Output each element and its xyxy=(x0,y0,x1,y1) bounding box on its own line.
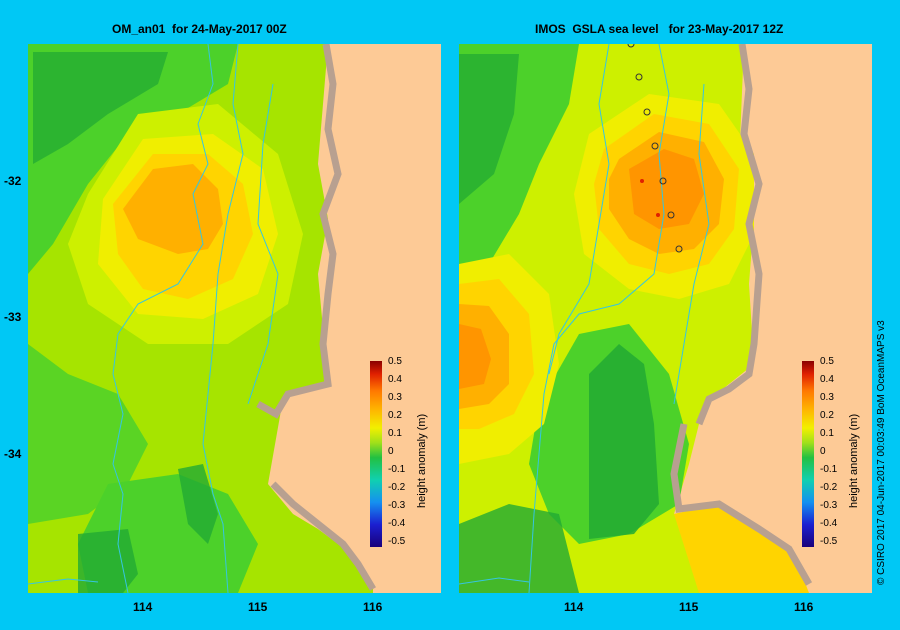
left-panel-title: OM_an01 for 24-May-2017 00Z xyxy=(112,22,287,36)
lon-tick-116-right: 116 xyxy=(794,600,814,614)
colorbar-label: 0.2 xyxy=(820,410,834,421)
colorbar-label: 0.3 xyxy=(388,392,402,403)
contour-green-dark-south xyxy=(589,344,659,539)
isobath-shelf xyxy=(112,44,214,593)
colorbar-label: 0.5 xyxy=(388,356,402,367)
coast-strip xyxy=(695,44,763,426)
colorbar-label: 0.4 xyxy=(388,374,402,385)
coast-strip-south xyxy=(270,481,377,591)
isobath-deep xyxy=(202,44,244,593)
colorbar-label: -0.3 xyxy=(820,500,838,511)
isobath-inner xyxy=(247,83,279,405)
contour-orange-dark-west xyxy=(459,324,491,389)
colorbar-label: 0.4 xyxy=(820,374,834,385)
isobath-inner xyxy=(673,83,710,405)
colorbar-label: -0.3 xyxy=(388,500,406,511)
colorbar-label: -0.1 xyxy=(820,464,838,475)
lon-tick-115-left: 115 xyxy=(248,600,268,614)
isobath-south xyxy=(459,577,530,585)
observation-marker xyxy=(635,73,643,81)
left-map-panel xyxy=(28,44,441,593)
isobath-deep xyxy=(548,44,610,375)
lon-tick-114-right: 114 xyxy=(564,600,584,614)
observation-marker-red xyxy=(656,213,660,217)
lon-tick-116-left: 116 xyxy=(363,600,383,614)
right-map-graphic xyxy=(459,44,813,593)
credit-text: © CSIRO 2017 04-Jun-2017 00:03:49 BoM Oc… xyxy=(876,320,887,585)
colorbar-label: 0 xyxy=(820,446,826,457)
colorbar-label: -0.4 xyxy=(388,518,406,529)
colorbar-label: 0.5 xyxy=(820,356,834,367)
coast-strip xyxy=(256,44,342,419)
colorbar-label: -0.2 xyxy=(820,482,838,493)
colorbar-label: -0.2 xyxy=(388,482,406,493)
colorbar-label: 0.3 xyxy=(820,392,834,403)
colorbar-label: -0.4 xyxy=(820,518,838,529)
left-map-graphic xyxy=(28,44,377,593)
contour-green-dark-se xyxy=(178,464,218,544)
colorbar-label: -0.5 xyxy=(388,536,406,547)
lon-tick-114-left: 114 xyxy=(133,600,153,614)
colorbar-label: 0 xyxy=(388,446,394,457)
lat-tick-34: -34 xyxy=(4,447,22,461)
colorbar-title: height anomaly (m) xyxy=(848,413,860,508)
observation-marker xyxy=(667,211,675,219)
observation-marker-red xyxy=(640,179,644,183)
colorbar-title: height anomaly (m) xyxy=(416,413,428,508)
right-map-panel xyxy=(459,44,872,593)
right-panel-title: IMOS GSLA sea level for 23-May-2017 12Z xyxy=(535,22,784,36)
colorbar-label: 0.1 xyxy=(820,428,834,439)
colorbar-gradient xyxy=(370,361,382,547)
observation-marker xyxy=(643,108,651,116)
colorbar-label: -0.1 xyxy=(388,464,406,475)
observation-marker xyxy=(659,177,667,185)
coast-strip-south xyxy=(670,423,813,586)
isobath-south xyxy=(28,578,99,585)
contour-orange-southeast xyxy=(674,504,809,593)
colorbar-label: -0.5 xyxy=(820,536,838,547)
observation-marker xyxy=(675,245,683,253)
contour-orange-dark-centre xyxy=(629,149,704,229)
observation-markers xyxy=(627,44,683,253)
colorbar-gradient xyxy=(802,361,814,547)
lat-tick-32: -32 xyxy=(4,174,22,188)
contour-green-dark-west xyxy=(459,54,519,204)
observation-marker xyxy=(651,142,659,150)
isobath-shelf xyxy=(528,44,670,593)
contour-green-dark-sw xyxy=(78,529,138,593)
contour-green-dark-nw xyxy=(33,52,168,164)
contour-orange xyxy=(123,164,223,254)
observation-marker xyxy=(627,44,635,48)
colorbar-label: 0.1 xyxy=(388,428,402,439)
lat-tick-33: -33 xyxy=(4,310,22,324)
colorbar-label: 0.2 xyxy=(388,410,402,421)
lon-tick-115-right: 115 xyxy=(679,600,699,614)
contour-green-sw xyxy=(459,504,579,593)
